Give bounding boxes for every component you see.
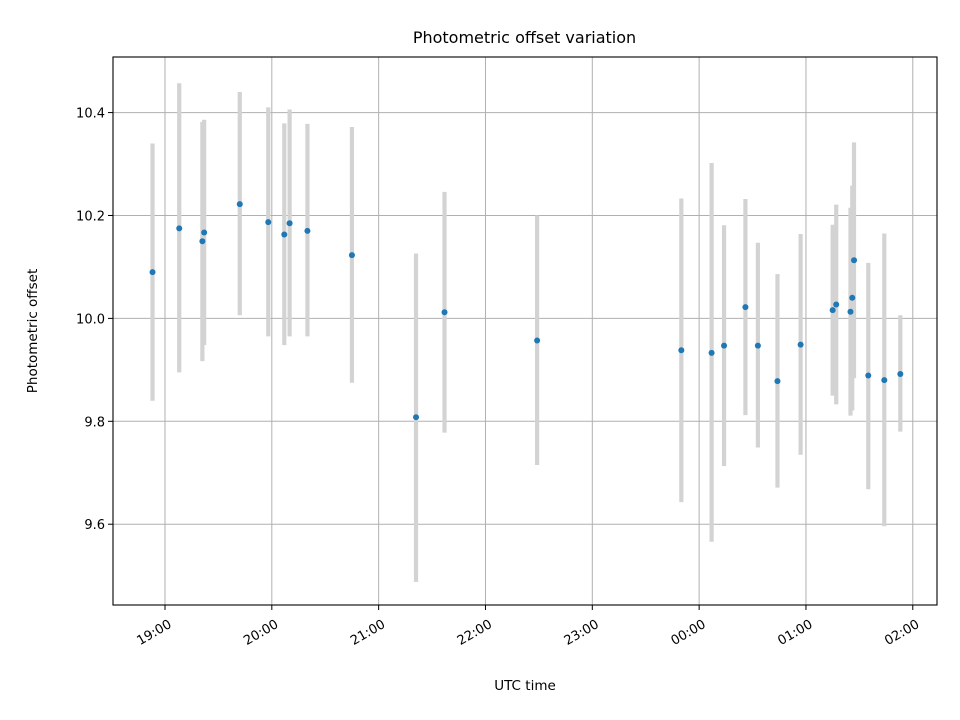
data-point [897, 370, 904, 377]
data-point [754, 342, 761, 349]
data-point [849, 294, 856, 301]
data-point [176, 225, 183, 232]
data-point [304, 227, 311, 234]
y-axis-ticks: 9.6 9.8 10.0 10.2 10.4 [76, 107, 113, 533]
data-point [721, 342, 728, 349]
data-point [797, 341, 804, 348]
y-tick-label: 9.8 [84, 415, 105, 430]
error-bars [150, 83, 903, 582]
x-axis-label: UTC time [494, 678, 556, 694]
x-tick-label: 21:00 [348, 617, 388, 649]
data-point [281, 231, 288, 238]
data-point [865, 372, 872, 379]
data-point [851, 257, 858, 264]
data-points [149, 201, 904, 421]
chart-title: Photometric offset variation [413, 28, 636, 47]
data-point [881, 377, 888, 384]
y-tick-label: 10.0 [76, 312, 105, 327]
x-tick-label: 23:00 [562, 617, 602, 649]
x-tick-label: 00:00 [669, 617, 709, 649]
data-point [201, 229, 208, 236]
data-point [829, 307, 836, 314]
data-point [236, 201, 243, 208]
data-point [708, 349, 715, 356]
data-point [678, 347, 685, 354]
data-point [742, 304, 749, 311]
y-tick-label: 9.6 [84, 518, 105, 533]
data-point [774, 378, 781, 385]
x-tick-label: 20:00 [241, 617, 281, 649]
data-point [199, 238, 206, 245]
plot-frame [112, 56, 938, 606]
data-point [833, 301, 840, 308]
y-tick-label: 10.4 [76, 107, 105, 122]
x-tick-label: 02:00 [882, 617, 922, 649]
y-axis-label: Photometric offset [25, 269, 41, 393]
data-point [847, 308, 854, 315]
data-point [348, 252, 355, 259]
data-point [441, 309, 448, 316]
x-axis-ticks: 19:00 20:00 21:00 22:00 23:00 00:00 01:00 02:00 [134, 605, 922, 649]
data-point [149, 269, 156, 276]
y-tick-label: 10.2 [76, 209, 105, 224]
x-tick-label: 01:00 [775, 617, 815, 649]
grid [113, 57, 937, 605]
data-point [534, 337, 541, 344]
x-tick-label: 22:00 [455, 617, 495, 649]
data-point [265, 219, 272, 226]
x-tick-label: 19:00 [134, 617, 174, 649]
data-point [286, 220, 293, 227]
data-point [413, 414, 420, 421]
